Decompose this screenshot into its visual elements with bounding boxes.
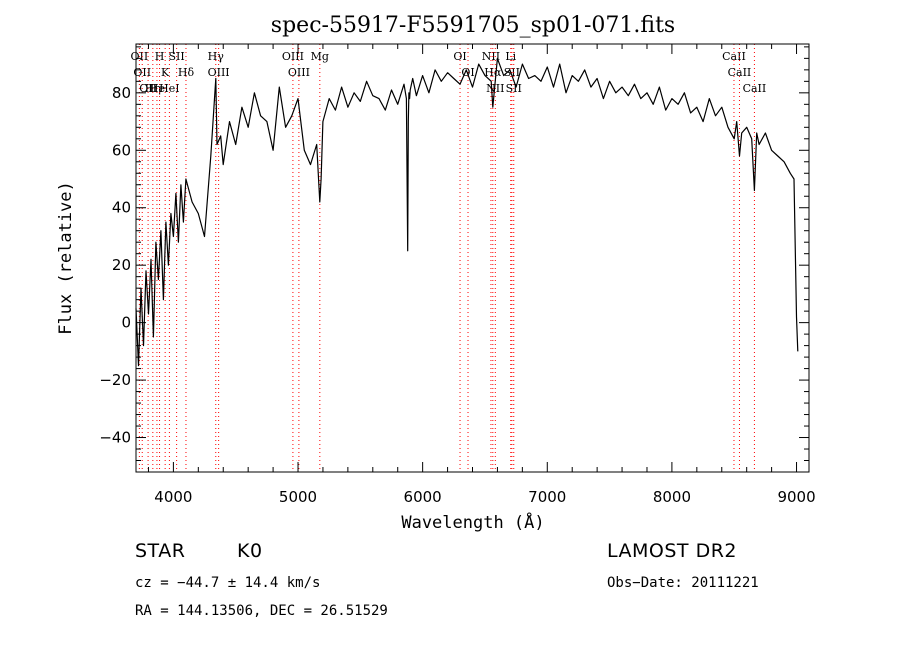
line-id-label: OII bbox=[139, 82, 157, 95]
y-tick-label: 0 bbox=[121, 314, 131, 332]
redshift-velocity: cz = −44.7 ± 14.4 km/s bbox=[135, 575, 321, 591]
y-tick-label: 40 bbox=[112, 199, 131, 217]
x-tick-label: 7000 bbox=[528, 488, 566, 506]
line-id-label: NII bbox=[486, 82, 504, 95]
plot-frame bbox=[135, 43, 810, 473]
line-id-label: HeI bbox=[159, 82, 179, 95]
line-id-label: K bbox=[161, 66, 170, 79]
line-id-label: Hη bbox=[145, 82, 161, 95]
line-id-label: SII bbox=[169, 50, 185, 63]
observation-date: Obs−Date: 20111221 bbox=[607, 575, 759, 591]
line-id-label: SII bbox=[504, 66, 520, 79]
axes: 4000 5000 6000 7000 8000 9000 −40 −20 0 20 40 60 80 bbox=[99, 43, 816, 506]
x-axis-label: Wavelength (Å) bbox=[401, 511, 544, 533]
line-id-label: CaII bbox=[728, 66, 752, 79]
y-tick-label: 20 bbox=[112, 256, 131, 274]
survey-name: LAMOST DR2 bbox=[607, 540, 737, 562]
x-tick-label: 9000 bbox=[777, 488, 815, 506]
plot-area bbox=[135, 57, 799, 367]
line-id-label: H bbox=[155, 50, 165, 63]
y-tick-label: −40 bbox=[99, 429, 131, 447]
spectrum-line bbox=[135, 57, 799, 367]
chart-title: spec-55917-F5591705_sp01-071.fits bbox=[271, 13, 675, 38]
spectral-subclass: K0 bbox=[237, 540, 263, 562]
line-id-label: NII bbox=[482, 50, 500, 63]
x-tick-label: 8000 bbox=[653, 488, 691, 506]
line-id-label: SII bbox=[506, 82, 522, 95]
x-tick-label: 6000 bbox=[404, 488, 442, 506]
line-id-label: OII bbox=[131, 50, 149, 63]
y-tick-label: −20 bbox=[99, 371, 131, 389]
line-id-label: OIII bbox=[208, 66, 230, 79]
line-id-label: OI bbox=[461, 66, 474, 79]
line-id-label: OIII bbox=[288, 66, 310, 79]
line-id-label: OI bbox=[453, 50, 466, 63]
line-id-label: He bbox=[149, 82, 165, 95]
coordinates: RA = 144.13506, DEC = 26.51529 bbox=[135, 603, 388, 619]
line-id-label: OIII bbox=[282, 50, 304, 63]
line-id-label: OII bbox=[133, 66, 151, 79]
line-id-label: Hα bbox=[484, 66, 502, 79]
line-id-label: Li bbox=[505, 50, 516, 63]
line-id-label: Hγ bbox=[208, 50, 225, 63]
line-id-label: Mg bbox=[311, 50, 329, 63]
y-axis-label: Flux (relative) bbox=[56, 181, 76, 335]
line-id-label: Hδ bbox=[178, 66, 195, 79]
line-id-label: CaII bbox=[722, 50, 746, 63]
x-tick-label: 4000 bbox=[154, 488, 192, 506]
line-id-label: CaII bbox=[743, 82, 767, 95]
y-tick-label: 60 bbox=[112, 141, 131, 159]
x-tick-label: 5000 bbox=[279, 488, 317, 506]
y-tick-label: 80 bbox=[112, 84, 131, 102]
object-type: STAR bbox=[135, 540, 186, 562]
